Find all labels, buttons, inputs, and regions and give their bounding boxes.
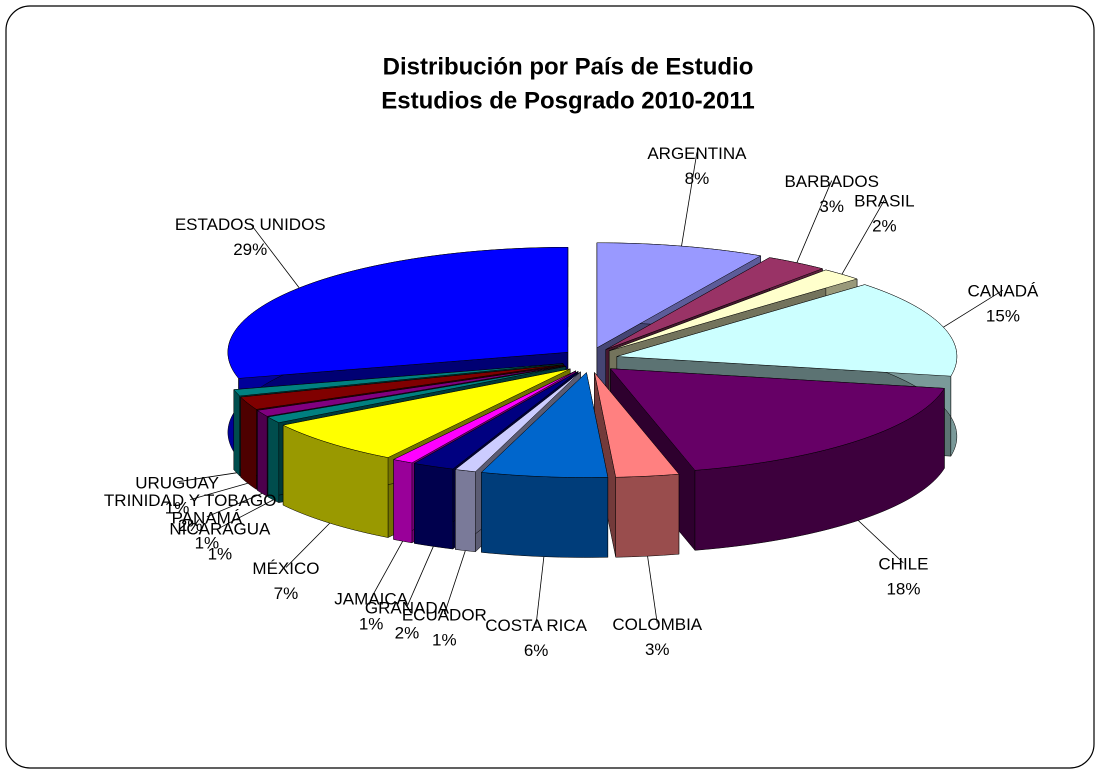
slice-top: [267, 366, 566, 423]
leader-line: [443, 550, 466, 615]
slice-top: [616, 284, 958, 377]
leader-line: [796, 180, 833, 263]
slice-top: [594, 372, 680, 478]
slice-top: [392, 370, 576, 464]
slice-top: [282, 368, 571, 458]
slice-top: [240, 364, 565, 410]
slice-top: [233, 363, 564, 397]
slice-label: MÉXICO: [252, 559, 319, 578]
slice-value-label: 15%: [986, 307, 1020, 326]
slice-top: [256, 365, 566, 417]
slice-top: [596, 242, 762, 349]
leader-line: [206, 493, 263, 518]
slice-value-label: 1%: [208, 544, 233, 563]
slice-top: [227, 247, 569, 379]
slice-value-label: 6%: [524, 641, 549, 660]
slice-label: CHILE: [878, 554, 928, 573]
chart-subtitle: Estudios de Posgrado 2010-2011: [381, 87, 755, 114]
slice-value-label: 2%: [395, 623, 420, 642]
leader-line: [177, 472, 237, 483]
slice-label: BARBADOS: [784, 172, 878, 191]
slice-side: [267, 416, 280, 504]
slice-value-label: 2%: [872, 217, 897, 236]
leader-line: [857, 520, 904, 564]
slice-value-label: 3%: [645, 640, 670, 659]
slice-top: [480, 372, 609, 478]
slice: [480, 371, 609, 558]
slice-label: GRANADA: [365, 598, 450, 617]
slice-label: CANADÁ: [967, 282, 1039, 301]
slice-label: COLOMBIA: [612, 615, 702, 634]
leader-line: [219, 499, 274, 529]
slice-label: ECUADOR: [402, 606, 487, 625]
slice-label: NICARAGUA: [169, 519, 271, 538]
slice-side: [257, 409, 268, 497]
leader-line: [249, 223, 300, 289]
slice-label: URUGUAY: [135, 473, 219, 492]
slice-value-label: 2%: [178, 516, 203, 535]
leader-line: [285, 522, 331, 568]
slice-side: [233, 388, 241, 477]
slice-value-label: 7%: [274, 584, 299, 603]
slice-side: [240, 396, 257, 490]
leader-line: [943, 289, 1004, 328]
slice-value-label: 1%: [432, 631, 457, 650]
leader-line: [190, 482, 248, 501]
slice-value-label: 29%: [233, 240, 267, 259]
leader-line: [535, 556, 545, 625]
chart-title: Distribución por País de Estudio: [383, 53, 754, 80]
slice-side: [393, 459, 413, 544]
slice-side: [481, 472, 609, 558]
slice-label: TRINIDAD Y TOBAGO: [104, 491, 277, 510]
slice-value-label: 18%: [886, 579, 920, 598]
slice-value-label: 3%: [819, 197, 844, 216]
slice: [594, 371, 680, 558]
slice-top: [413, 371, 579, 470]
slice-value-label: 8%: [685, 169, 710, 188]
slice-label: ARGENTINA: [647, 144, 747, 163]
slice-side: [455, 469, 476, 552]
slice-label: PANAMÁ: [172, 508, 243, 527]
leader-line: [647, 556, 658, 624]
slice-label: COSTA RICA: [485, 616, 587, 635]
slice-label: JAMAICA: [334, 590, 408, 609]
leader-line: [406, 546, 434, 608]
slice-side: [414, 463, 454, 550]
slice-value-label: 1%: [359, 615, 384, 634]
slice-label: ESTADOS UNIDOS: [175, 215, 326, 234]
slice-label: BRASIL: [854, 192, 914, 211]
slice: [609, 367, 945, 552]
leader-line: [681, 152, 698, 247]
leader-line: [370, 541, 404, 599]
slice-top: [454, 371, 581, 472]
slice-top: [609, 368, 945, 471]
slice-value-label: 1%: [165, 498, 190, 517]
slice-side: [615, 473, 680, 558]
slice-value-label: 1%: [195, 533, 220, 552]
leader-line: [841, 200, 885, 275]
